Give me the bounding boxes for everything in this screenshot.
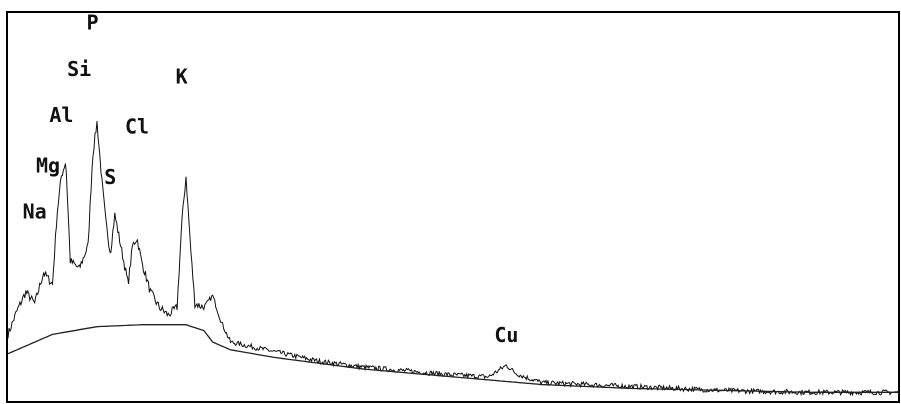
peak-label-cu: Cu xyxy=(494,323,518,347)
background-curve-line xyxy=(7,324,898,393)
peak-label-cl: Cl xyxy=(125,115,149,139)
peak-label-layer: Na Mg Al Si P S Cl K Cu xyxy=(23,10,519,347)
peak-label-s: S xyxy=(104,165,116,189)
peak-label-p: P xyxy=(86,10,98,34)
peak-label-na: Na xyxy=(23,200,47,224)
series-layer xyxy=(7,120,899,397)
spectrum-series-line xyxy=(7,120,899,397)
plot-frame xyxy=(6,11,900,403)
peak-label-k: K xyxy=(176,65,188,89)
peak-label-si: Si xyxy=(67,57,91,81)
peak-label-mg: Mg xyxy=(36,153,60,177)
peak-label-al: Al xyxy=(49,103,73,127)
